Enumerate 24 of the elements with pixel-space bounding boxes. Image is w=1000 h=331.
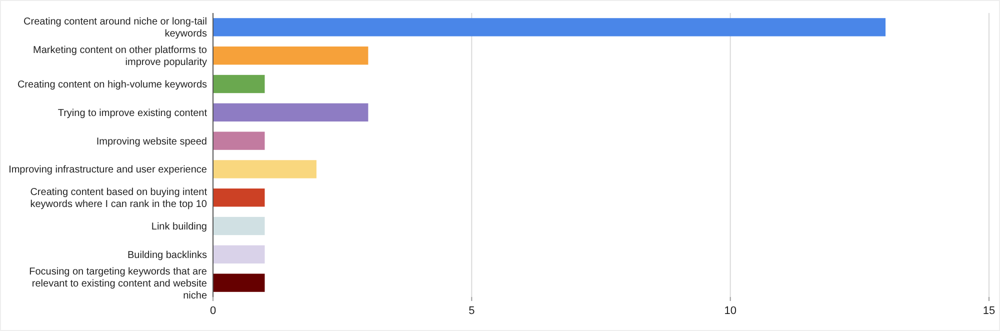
y-tick-label: Creating content based on buying intent keywords where I can rank in the top 10 — [30, 187, 208, 210]
bar — [213, 245, 265, 264]
bar — [213, 74, 265, 94]
y-tick-label: Marketing content on other platforms to improve popularity — [33, 45, 208, 68]
x-tick-label: 0 — [210, 305, 216, 317]
x-tick-label: 5 — [468, 305, 475, 317]
bar — [213, 188, 265, 207]
bar — [213, 18, 886, 36]
bar — [213, 160, 316, 178]
x-tick-label: 10 — [724, 305, 736, 317]
y-tick-label: Creating content on high-volume keywords — [17, 80, 207, 90]
bar — [213, 216, 265, 236]
y-tick-label: Improving website speed — [96, 136, 207, 148]
bar — [213, 132, 265, 150]
y-tick-label: Building backlinks — [128, 250, 207, 261]
bar — [213, 274, 265, 292]
y-tick-label: Link building — [151, 222, 207, 232]
x-tick-label: 15 — [982, 305, 996, 317]
y-tick-label: Creating content around niche or long-tail keywords — [24, 16, 207, 40]
y-tick-label: Trying to improve existing content — [58, 108, 208, 119]
y-tick-label: Improving infrastructure and user experience — [8, 164, 208, 176]
y-tick-label: Focusing on targeting keywords that are relevant to existing content and website niche — [29, 266, 208, 302]
bar — [213, 46, 368, 65]
bar — [213, 103, 368, 122]
